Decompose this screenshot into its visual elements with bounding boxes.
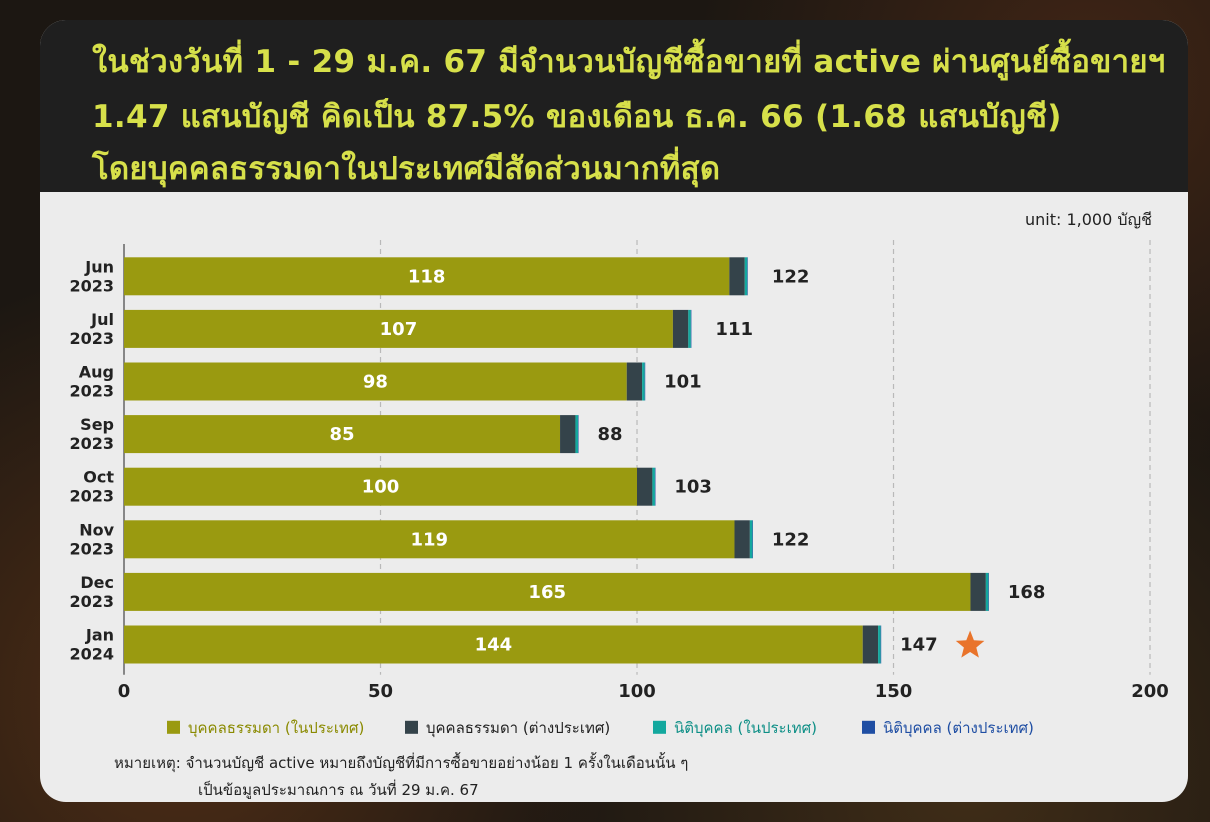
category-label-year-5: 2023	[69, 539, 114, 558]
category-label-year-2: 2023	[69, 382, 114, 401]
legend-label-2: นิติบุคคล (ในประเทศ)	[674, 719, 817, 738]
bar-segment-s0-5	[124, 520, 735, 559]
category-label-year-6: 2023	[69, 592, 114, 611]
title-line-1: ในช่วงวันที่ 1 - 29 ม.ค. 67 มีจำนวนบัญชี…	[92, 44, 1166, 80]
category-label-month-3: Sep	[80, 415, 114, 434]
category-label-year-4: 2023	[69, 487, 114, 506]
bar-segment-s1-7	[862, 625, 879, 664]
title-banner: ในช่วงวันที่ 1 - 29 ม.ค. 67 มีจำนวนบัญชี…	[40, 20, 1188, 192]
bar-segment-s2-4	[652, 467, 655, 506]
footnote-line-2: เป็นข้อมูลประมาณการ ณ วันที่ 29 ม.ค. 67	[198, 781, 479, 799]
bar-total-label-5: 122	[772, 529, 810, 550]
bar-segment-s0-6	[124, 572, 971, 611]
bar-segment-s2-3	[575, 415, 579, 454]
legend-swatch-2	[653, 720, 666, 734]
bar-segment-s3-2	[644, 362, 646, 401]
bar-segment-s1-0	[729, 257, 745, 296]
bar-total-label-0: 122	[772, 266, 810, 287]
bar-segment-s2-7	[878, 625, 881, 664]
bar-segment-s3-5	[752, 520, 753, 559]
bar-segment-s2-0	[744, 257, 748, 296]
highlight-star-icon	[955, 630, 985, 658]
bar-value-label-1: 107	[380, 319, 418, 340]
bar-value-label-7: 144	[475, 635, 513, 656]
legend-label-3: นิติบุคคล (ต่างประเทศ)	[883, 719, 1034, 738]
x-tick-label-200: 200	[1131, 681, 1169, 702]
bar-segment-s1-3	[560, 415, 576, 454]
bar-segment-s2-6	[985, 572, 989, 611]
bar-segment-s1-6	[970, 572, 986, 611]
bar-segment-s3-1	[690, 309, 692, 348]
bar-segment-s3-6	[988, 572, 989, 611]
bar-total-label-7: 147	[900, 635, 938, 656]
category-label-month-1: Jul	[90, 310, 114, 329]
footnote-line-1: หมายเหตุ: จำนวนบัญชี active หมายถึงบัญชี…	[114, 754, 689, 772]
category-label-month-2: Aug	[79, 363, 114, 382]
bar-value-label-5: 119	[410, 529, 448, 550]
bar-segment-s2-5	[749, 520, 753, 559]
bar-segment-s1-5	[734, 520, 750, 559]
bar-segment-s3-0	[747, 257, 748, 296]
bar-segment-s0-0	[124, 257, 730, 296]
x-tick-label-150: 150	[875, 681, 913, 702]
title-line-2: 1.47 แสนบัญชี คิดเป็น 87.5% ของเดือน ธ.ค…	[92, 99, 1062, 135]
x-tick-label-100: 100	[618, 681, 656, 702]
bar-segment-s2-2	[642, 362, 645, 401]
legend-swatch-0	[167, 720, 180, 734]
bar-segment-s1-4	[637, 467, 653, 506]
legend-swatch-1	[405, 720, 418, 734]
title-line-3: โดยบุคคลธรรมดาในประเทศมีสัดส่วนมากที่สุด	[92, 151, 721, 187]
bar-total-label-6: 168	[1008, 582, 1046, 603]
category-label-year-3: 2023	[69, 434, 114, 453]
bar-segment-s0-2	[124, 362, 627, 401]
category-label-year-0: 2023	[69, 276, 114, 295]
bar-value-label-2: 98	[363, 372, 388, 393]
legend-swatch-3	[862, 720, 875, 734]
bar-segment-s3-3	[578, 415, 579, 454]
x-tick-label-50: 50	[368, 681, 393, 702]
bar-segment-s1-2	[626, 362, 643, 401]
legend-label-0: บุคคลธรรมดา (ในประเทศ)	[188, 719, 364, 738]
bar-total-label-3: 88	[597, 424, 622, 445]
x-tick-label-0: 0	[118, 681, 131, 702]
category-label-month-5: Nov	[79, 520, 114, 539]
bar-value-label-4: 100	[362, 477, 400, 498]
category-label-year-7: 2024	[69, 645, 114, 664]
bar-total-label-4: 103	[674, 477, 712, 498]
bar-segment-s0-7	[124, 625, 863, 664]
chart-card: ในช่วงวันที่ 1 - 29 ม.ค. 67 มีจำนวนบัญชี…	[40, 20, 1188, 802]
bar-total-label-1: 111	[715, 319, 753, 340]
category-label-month-4: Oct	[83, 468, 114, 487]
category-label-month-6: Dec	[80, 573, 114, 592]
bar-segment-s2-1	[688, 309, 691, 348]
bar-segment-s0-3	[124, 415, 561, 454]
bar-total-label-2: 101	[664, 372, 702, 393]
bar-segment-s3-4	[654, 467, 656, 506]
bar-value-label-0: 118	[408, 266, 446, 287]
legend-label-1: บุคคลธรรมดา (ต่างประเทศ)	[426, 719, 610, 738]
category-label-month-7: Jan	[85, 626, 114, 645]
bar-segment-s0-4	[124, 467, 637, 506]
category-label-month-0: Jun	[84, 257, 114, 276]
unit-label: unit: 1,000 บัญชี	[1024, 210, 1152, 229]
bar-segment-s1-1	[672, 309, 689, 348]
bar-segment-s0-1	[124, 309, 673, 348]
category-label-year-1: 2023	[69, 329, 114, 348]
bar-value-label-3: 85	[329, 424, 354, 445]
bar-segment-s3-7	[880, 625, 882, 664]
bar-value-label-6: 165	[528, 582, 566, 603]
